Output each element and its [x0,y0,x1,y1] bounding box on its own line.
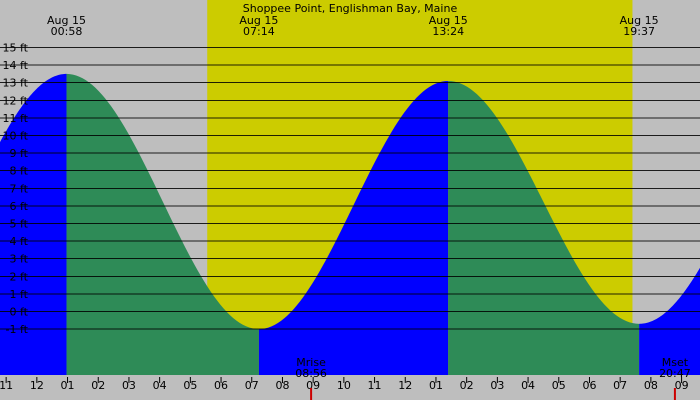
tide-date-label: Aug 15 [620,14,659,27]
x-tick-label: 07 [613,379,627,392]
y-tick-label: 14 ft [3,59,29,72]
falling-tide-area [66,73,259,376]
x-tick-label: 06 [582,379,596,392]
x-tick-label: 11 [368,379,382,392]
tide-date-label: Aug 15 [239,14,278,27]
y-tick-label: 15 ft [3,42,29,55]
x-tick-label: 01 [429,379,443,392]
tide-date-label: Aug 15 [47,14,86,27]
x-tick-label: 07 [245,379,259,392]
tide-time-label: 13:24 [432,25,464,38]
x-tick-label: 11 [0,379,13,392]
x-tick-label: 02 [460,379,474,392]
moon-event-label: Mrise [296,356,326,369]
y-tick-label: 11 ft [3,112,29,125]
tide-area-layer [0,73,700,376]
y-tick-label: 12 ft [3,94,29,107]
x-tick-label: 09 [675,379,689,392]
x-tick-label: 10 [337,379,351,392]
moon-event-time: 08:56 [295,367,327,380]
chart-title: Shoppee Point, Englishman Bay, Maine [243,2,458,15]
x-axis-ticks: 11 12 01 02 03 04 05 06 07 08 09 10 11 12 01 02 03 04 05 06… [0,377,689,392]
y-axis-labels: 15 ft 14 ft 13 ft 12 ft 11 ft 10 ft 9 ft 8 ft 7 … [3,42,29,337]
x-tick-label: 01 [61,379,75,392]
y-tick-label: 4 ft [10,235,29,248]
falling-tide-area [448,80,640,375]
x-tick-label: 06 [214,379,228,392]
moon-event-label: Mset [662,356,689,369]
rising-tide-area [639,267,700,375]
y-tick-label: 7 ft [10,182,29,195]
x-tick-label: 04 [153,379,167,392]
x-tick-label: 03 [122,379,136,392]
y-tick-label: 9 ft [10,147,29,160]
x-tick-label: 05 [183,379,197,392]
x-tick-label: 05 [552,379,566,392]
tide-time-label: 19:37 [623,25,655,38]
x-tick-label: 04 [521,379,535,392]
y-tick-label: 3 ft [10,253,29,266]
y-tick-label: 13 ft [3,77,29,90]
x-tick-label: 08 [644,379,658,392]
y-tick-label: 10 ft [3,130,29,143]
y-tick-label: 6 ft [10,200,29,213]
y-tick-label: 0 ft [10,306,29,319]
x-tick-label: 02 [91,379,105,392]
x-tick-label: 09 [306,379,320,392]
moon-event-time: 20:47 [659,367,691,380]
x-tick-label: 03 [490,379,504,392]
tide-date-label: Aug 15 [429,14,468,27]
rising-tide-area [0,73,67,376]
tide-time-label: 00:58 [51,25,83,38]
y-tick-label: 1 ft [10,288,29,301]
y-tick-label: -1 ft [6,323,29,336]
x-tick-label: 08 [275,379,289,392]
gridlines [0,47,700,330]
rising-tide-area [258,80,449,375]
x-tick-label: 12 [30,379,44,392]
tide-time-label: 07:14 [243,25,275,38]
y-tick-label: 5 ft [10,218,29,231]
x-tick-label: 12 [398,379,412,392]
y-tick-label: 2 ft [10,270,29,283]
y-tick-label: 8 ft [10,165,29,178]
